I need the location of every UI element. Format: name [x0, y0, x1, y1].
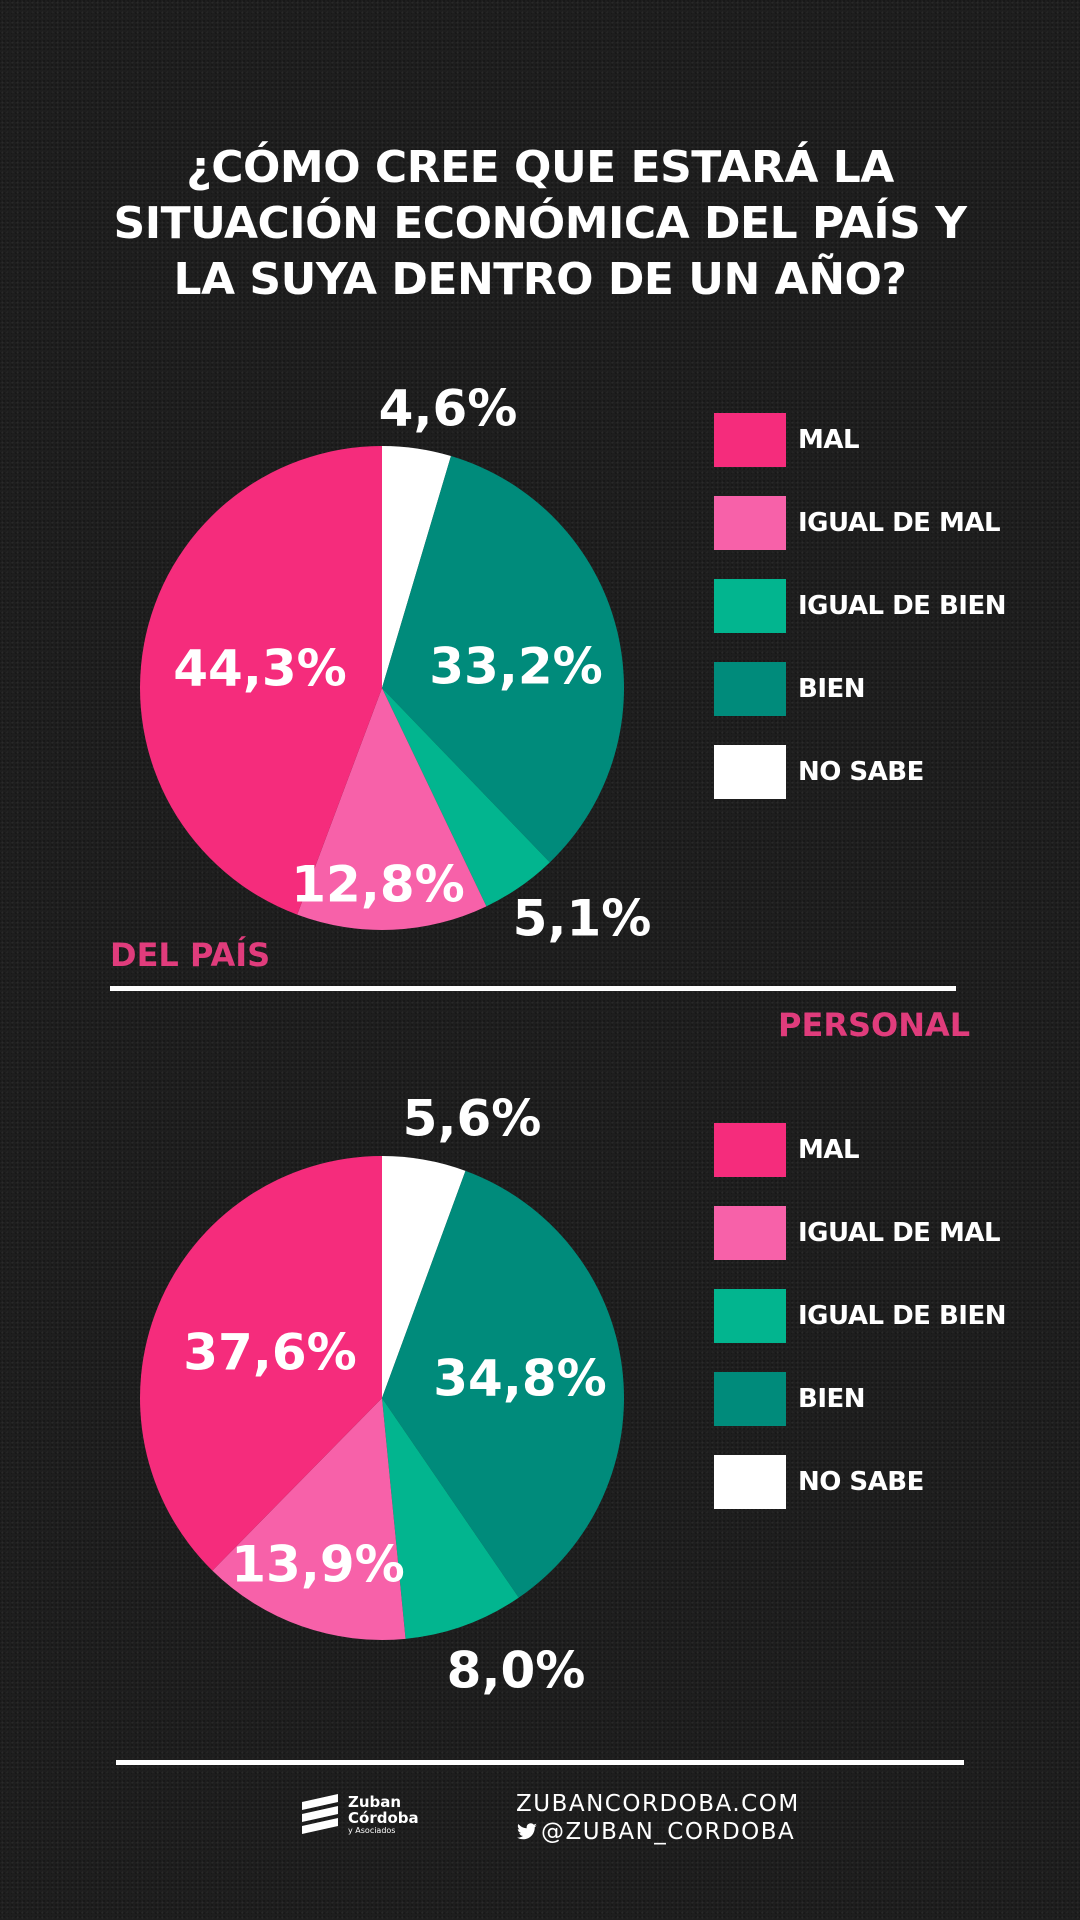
title-line-3: LA SUYA DENTRO DE UN AÑO? — [173, 254, 907, 305]
data-label-mal: 37,6% — [183, 1324, 356, 1382]
divider-middle — [110, 986, 956, 991]
website-link[interactable]: ZUBANCORDOBA.COM — [516, 1791, 800, 1817]
legend-item-no-sabe: NO SABE — [714, 1455, 1006, 1509]
legend-swatch-mal — [714, 413, 786, 467]
legend-item-mal: MAL — [714, 1123, 1006, 1177]
page-title: ¿CÓMO CREE QUE ESTARÁ LA SITUACIÓN ECONÓ… — [0, 140, 1080, 308]
legend-pais: MAL IGUAL DE MAL IGUAL DE BIEN BIEN NO SABE — [714, 413, 1006, 828]
data-label-bien: 33,2% — [429, 638, 602, 696]
twitter-bird-icon — [517, 1823, 537, 1840]
legend-item-mal: MAL — [714, 413, 1006, 467]
legend-label-no-sabe: NO SABE — [798, 1467, 924, 1497]
logo-mark-icon — [302, 1794, 338, 1834]
legend-label-mal: MAL — [798, 425, 860, 455]
legend-swatch-igual-de-mal — [714, 1206, 786, 1260]
legend-label-igual-de-mal: IGUAL DE MAL — [798, 508, 1001, 538]
legend-swatch-mal — [714, 1123, 786, 1177]
legend-swatch-no-sabe — [714, 745, 786, 799]
pie-slice-mal — [140, 446, 382, 915]
data-label-mal: 44,3% — [173, 640, 346, 698]
pie-slice-bien — [382, 456, 624, 863]
data-label-no-sabe: 4,6% — [379, 380, 518, 438]
legend-label-igual-de-mal: IGUAL DE MAL — [798, 1218, 1001, 1248]
legend-label-igual-de-bien: IGUAL DE BIEN — [798, 1301, 1006, 1331]
pie-chart-pais: 4,6% 33,2% 5,1% 12,8% 44,3% — [140, 380, 652, 948]
zuban-cordoba-logo: Zuban Córdoba y Asociados — [300, 1792, 419, 1836]
data-label-bien: 34,8% — [433, 1350, 606, 1408]
data-label-igual-de-bien: 5,1% — [513, 890, 652, 948]
legend-item-igual-de-bien: IGUAL DE BIEN — [714, 1289, 1006, 1343]
pie-chart-personal: 5,6% 34,8% 8,0% 13,9% 37,6% — [140, 1090, 624, 1700]
data-label-igual-de-bien: 8,0% — [447, 1642, 586, 1700]
twitter-handle-link[interactable]: @ZUBAN_CORDOBA — [541, 1819, 796, 1845]
footer-links: ZUBANCORDOBA.COM @ZUBAN_CORDOBA — [516, 1790, 800, 1846]
title-line-2: SITUACIÓN ECONÓMICA DEL PAÍS Y — [113, 198, 967, 249]
legend-swatch-bien — [714, 662, 786, 716]
logo-line-1: Zuban — [348, 1792, 402, 1811]
divider-footer — [116, 1760, 964, 1765]
legend-label-igual-de-bien: IGUAL DE BIEN — [798, 591, 1006, 621]
pie-slice-no-sabe — [382, 446, 451, 688]
pie-slice-igual-de-bien — [382, 688, 550, 907]
legend-item-bien: BIEN — [714, 662, 1006, 716]
pie-slice-mal — [140, 1156, 382, 1571]
pie-slice-igual-de-mal — [297, 688, 487, 930]
data-label-no-sabe: 5,6% — [403, 1090, 542, 1148]
data-label-igual-de-mal: 13,9% — [231, 1536, 404, 1594]
legend-item-no-sabe: NO SABE — [714, 745, 1006, 799]
pie-slice-bien — [382, 1170, 624, 1598]
legend-personal: MAL IGUAL DE MAL IGUAL DE BIEN BIEN NO SABE — [714, 1123, 1006, 1538]
logo-line-2: Córdoba — [348, 1808, 419, 1827]
legend-swatch-igual-de-bien — [714, 1289, 786, 1343]
data-label-igual-de-mal: 12,8% — [291, 856, 464, 914]
legend-item-igual-de-mal: IGUAL DE MAL — [714, 496, 1006, 550]
title-line-1: ¿CÓMO CREE QUE ESTARÁ LA — [186, 142, 894, 193]
section-label-personal: PERSONAL — [778, 1006, 971, 1044]
legend-item-igual-de-bien: IGUAL DE BIEN — [714, 579, 1006, 633]
pie-slice-igual-de-bien — [382, 1398, 519, 1639]
legend-swatch-bien — [714, 1372, 786, 1426]
legend-swatch-no-sabe — [714, 1455, 786, 1509]
legend-item-igual-de-mal: IGUAL DE MAL — [714, 1206, 1006, 1260]
legend-item-bien: BIEN — [714, 1372, 1006, 1426]
legend-label-bien: BIEN — [798, 1384, 866, 1414]
pie-slice-igual-de-mal — [212, 1398, 406, 1640]
legend-label-bien: BIEN — [798, 674, 866, 704]
pie-slice-no-sabe — [382, 1156, 466, 1398]
legend-label-no-sabe: NO SABE — [798, 757, 924, 787]
legend-swatch-igual-de-mal — [714, 496, 786, 550]
logo-line-3: y Asociados — [348, 1825, 396, 1835]
legend-swatch-igual-de-bien — [714, 579, 786, 633]
section-label-pais: DEL PAÍS — [110, 936, 271, 974]
legend-label-mal: MAL — [798, 1135, 860, 1165]
